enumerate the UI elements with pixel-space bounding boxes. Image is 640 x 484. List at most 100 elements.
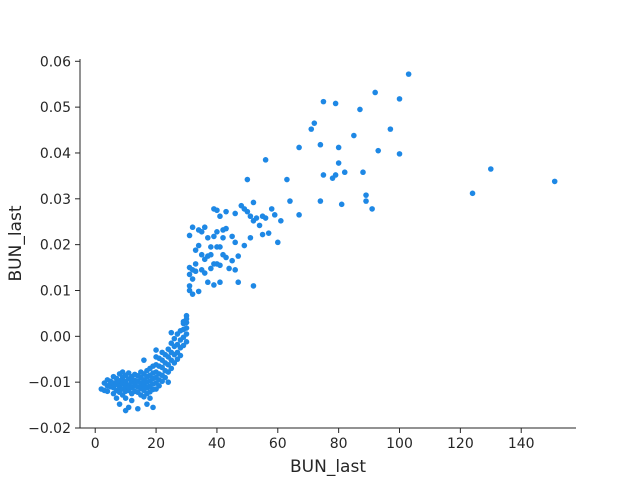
scatter-point <box>183 316 190 322</box>
y-tick-label: 0.02 <box>40 238 71 254</box>
y-tick-label: 0.06 <box>40 54 71 70</box>
scatter-point <box>220 234 226 241</box>
scatter-point <box>335 160 342 166</box>
scatter-point <box>205 234 211 241</box>
scatter-point <box>150 404 156 411</box>
scatter-point <box>116 401 123 407</box>
y-tick-label: −0.02 <box>28 421 71 437</box>
scatter-point <box>162 374 169 381</box>
scatter-point <box>214 229 220 235</box>
scatter-point <box>208 265 214 272</box>
scatter-point <box>247 234 254 241</box>
scatter-point <box>317 198 324 204</box>
scatter-point <box>217 279 223 286</box>
scatter-point <box>232 210 238 217</box>
scatter-point <box>189 224 196 231</box>
x-tick-label: 60 <box>269 436 287 452</box>
scatter-point <box>335 144 342 151</box>
y-tick-label: 0.04 <box>40 146 71 162</box>
y-axis-ticks: −0.02 −0.01 0.00 0.01 0.02 0.03 0.04 0.05 0.06 <box>28 54 80 437</box>
scatter-point <box>195 242 202 249</box>
scatter-point <box>189 291 196 297</box>
scatter-point <box>363 192 369 198</box>
scatter-point <box>278 218 284 224</box>
scatter-point <box>223 254 229 261</box>
scatter-point <box>268 206 275 212</box>
scatter-point <box>168 329 175 336</box>
scatter-point <box>287 198 293 204</box>
x-tick-label: 0 <box>91 436 100 452</box>
scatter-point <box>226 265 232 272</box>
scatter-point <box>351 132 357 139</box>
scatter-point <box>125 404 132 411</box>
scatter-point <box>250 283 257 289</box>
y-tick-label: −0.01 <box>28 375 71 391</box>
scatter-point <box>211 233 217 240</box>
scatter-point <box>211 282 217 288</box>
scatter-point <box>217 244 223 250</box>
scatter-point <box>320 172 327 178</box>
scatter-point <box>156 383 162 389</box>
scatter-point <box>271 212 278 218</box>
scatter-point <box>405 71 412 77</box>
y-tick-label: 0.05 <box>40 100 71 116</box>
scatter-point <box>274 239 281 246</box>
scatter-point <box>201 270 208 276</box>
scatter-point <box>223 208 229 215</box>
scatter-point <box>259 231 266 238</box>
scatter-point <box>104 388 111 395</box>
scatter-point <box>256 222 263 229</box>
scatter-point <box>195 288 202 295</box>
x-tick-label: 100 <box>386 436 413 452</box>
scatter-point <box>372 89 378 96</box>
scatter-point <box>387 126 394 132</box>
scatter-point <box>487 166 494 172</box>
y-tick-label: 0.01 <box>40 283 71 299</box>
scatter-point <box>265 230 272 236</box>
scatter-point <box>244 176 251 183</box>
scatter-point <box>247 213 254 220</box>
scatter-point <box>128 397 135 404</box>
scatter-point <box>551 178 558 185</box>
x-tick-label: 20 <box>147 436 165 452</box>
scatter-point <box>208 244 214 250</box>
scatter-point <box>168 365 175 372</box>
scatter-point <box>183 325 190 331</box>
scatter-point <box>205 279 211 286</box>
points-layer <box>98 71 558 414</box>
scatter-point <box>341 169 348 176</box>
scatter-point <box>214 207 220 214</box>
x-axis-label: BUN_last <box>290 457 366 477</box>
scatter-point <box>235 253 242 259</box>
scatter-point <box>229 233 235 240</box>
scatter-point <box>250 199 257 206</box>
scatter-point <box>192 268 199 275</box>
scatter-point <box>153 347 159 353</box>
scatter-point <box>363 198 369 204</box>
scatter-point <box>208 251 214 258</box>
scatter-point <box>232 239 238 246</box>
scatter-point <box>244 208 251 215</box>
x-tick-label: 40 <box>208 436 226 452</box>
scatter-point <box>135 405 141 412</box>
scatter-point <box>141 357 147 363</box>
scatter-point <box>232 267 238 273</box>
scatter-point <box>375 147 382 154</box>
y-tick-label: 0.03 <box>40 192 71 208</box>
scatter-point <box>320 98 327 105</box>
scatter-point <box>284 176 290 183</box>
scatter-point <box>217 213 223 220</box>
scatter-point <box>396 151 403 157</box>
x-tick-label: 120 <box>447 436 474 452</box>
scatter-point <box>241 242 248 249</box>
scatter-point <box>311 120 318 126</box>
scatter-point <box>201 224 208 231</box>
scatter-point <box>177 352 184 359</box>
scatter-point <box>186 232 193 239</box>
scatter-point <box>262 215 269 221</box>
scatter-point <box>332 172 339 178</box>
scatter-point <box>369 206 375 212</box>
x-tick-label: 140 <box>508 436 535 452</box>
scatter-point <box>192 261 199 267</box>
